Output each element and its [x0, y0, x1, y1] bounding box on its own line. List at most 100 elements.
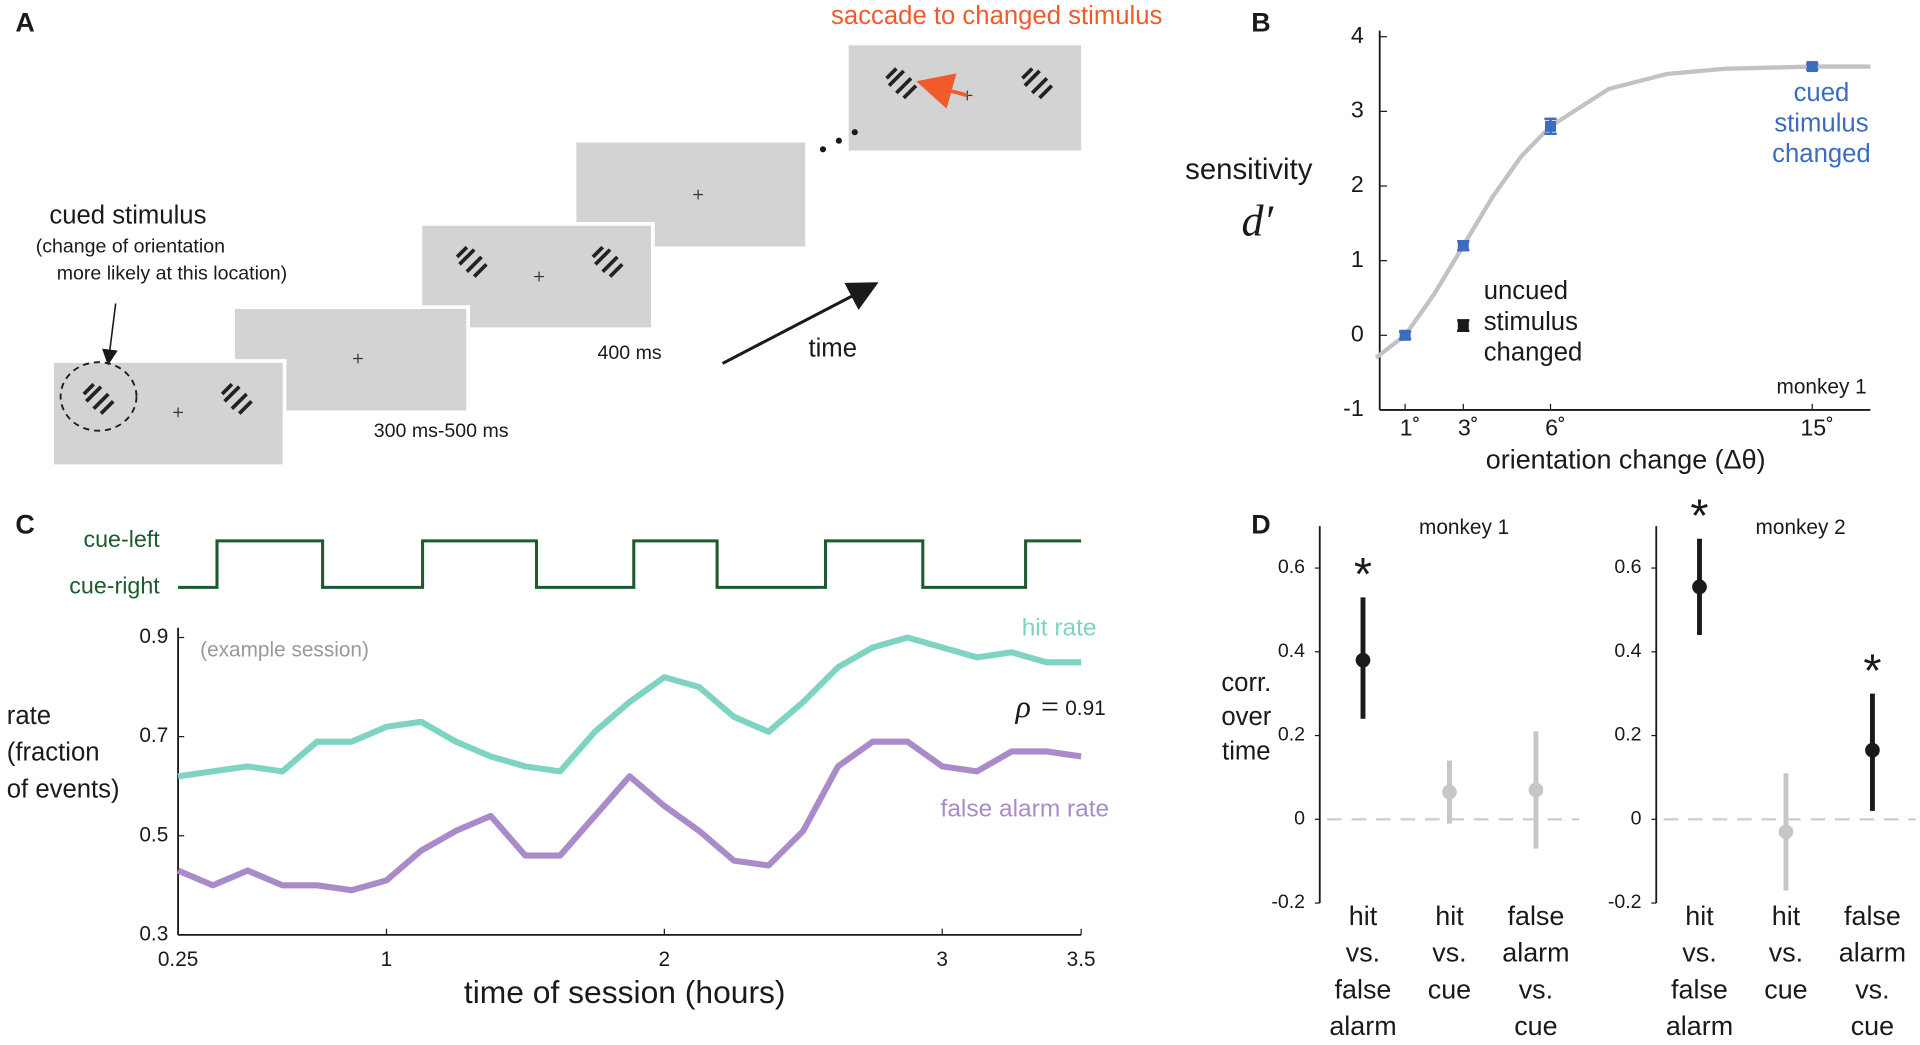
x-tick-label: alarm: [1502, 938, 1569, 968]
task-diagram: cued stimulus (change of orientation mor…: [36, 2, 1162, 469]
panel-label: C: [15, 509, 34, 539]
x-tick-label: 3˚: [1458, 415, 1479, 441]
x-tick-label: vs.: [1346, 938, 1380, 968]
legend-label: false alarm rate: [941, 796, 1110, 823]
time-label: time: [808, 335, 857, 363]
rate-line: [176, 738, 1082, 894]
x-tick-label: vs.: [1432, 938, 1466, 968]
x-tick-label: false: [1335, 974, 1392, 1004]
screen: [848, 45, 1082, 151]
point: [1692, 579, 1707, 595]
legend-label: stimulus: [1484, 308, 1578, 336]
y-tick-label: 4: [1351, 22, 1364, 48]
y-tick-label: 0.5: [139, 823, 168, 846]
legend-label: cued: [1794, 79, 1850, 107]
point: [1457, 320, 1469, 332]
x-tick-label: 2: [659, 948, 671, 971]
annotation: (example session): [200, 638, 369, 661]
subplot-title: monkey 2: [1756, 516, 1846, 539]
rate-line: [177, 634, 1082, 780]
y-axis-label: time: [1222, 737, 1271, 765]
x-tick-label: cue: [1514, 1011, 1557, 1041]
cue-arrow: [102, 303, 118, 366]
x-tick-label: hit: [1772, 901, 1801, 931]
y-tick-label: -0.2: [1271, 891, 1305, 913]
ellipsis-dot: [819, 146, 827, 153]
cue-trace: [178, 539, 1082, 589]
y-tick-label: 0.4: [1614, 640, 1641, 662]
x-tick-label: hit: [1435, 901, 1464, 931]
y-tick-label: 3: [1351, 96, 1364, 122]
y-tick-label: 2: [1351, 171, 1364, 197]
ellipsis-dot: [851, 129, 858, 136]
panel-label: B: [1251, 8, 1270, 38]
point: [1778, 824, 1794, 840]
x-tick-label: cue: [1764, 974, 1807, 1004]
y-tick-label: 1: [1351, 246, 1364, 272]
x-tick-label: cue: [1428, 974, 1471, 1004]
x-tick-label: 3.5: [1067, 948, 1096, 971]
time-arrow: [721, 282, 879, 365]
x-tick-label: false: [1508, 901, 1565, 931]
point: [1865, 742, 1880, 758]
cue-level-label: cue-left: [84, 526, 161, 552]
cue-note: more likely at this location): [57, 262, 288, 284]
screen: [50, 359, 287, 469]
cue-note: (change of orientation: [36, 235, 225, 257]
y-tick-label: 0.7: [139, 724, 168, 747]
y-tick-label: 0.2: [1614, 724, 1641, 746]
fit-curve: [1374, 64, 1871, 360]
y-tick-label: 0.4: [1278, 640, 1305, 662]
legend-label: hit rate: [1022, 614, 1097, 641]
x-tick-label: hit: [1685, 901, 1714, 931]
legend-label: uncued: [1484, 277, 1568, 305]
subplot-title: monkey 1: [1419, 516, 1509, 539]
y-tick-label: -1: [1343, 395, 1364, 421]
x-tick-label: alarm: [1666, 1011, 1733, 1041]
saccade-label: saccade to changed stimulus: [831, 2, 1162, 30]
x-axis-label: orientation change (Δθ): [1486, 444, 1766, 474]
point: [1442, 784, 1457, 800]
y-tick-label: 0: [1351, 320, 1364, 346]
rho-value: 0.91: [1065, 697, 1105, 720]
x-tick-label: alarm: [1329, 1011, 1396, 1041]
x-tick-label: hit: [1349, 901, 1378, 931]
y-axis-label: d′: [1242, 196, 1275, 245]
point: [1457, 240, 1469, 252]
significance-star: *: [1863, 644, 1881, 696]
legend-label: changed: [1484, 338, 1583, 366]
point: [1528, 782, 1544, 798]
y-tick-label: 0.6: [1614, 556, 1641, 578]
x-tick-label: 3: [936, 948, 948, 971]
x-tick-label: false: [1671, 974, 1728, 1004]
interval-label: 400 ms: [598, 342, 662, 364]
x-tick-label: 1: [381, 948, 393, 971]
x-axis-label: time of session (hours): [464, 974, 786, 1010]
x-tick-label: 15˚: [1800, 415, 1834, 441]
y-tick-label: 0.3: [139, 922, 168, 945]
legend-label: changed: [1772, 140, 1871, 168]
point: [1545, 120, 1557, 132]
y-tick-label: 0.9: [139, 625, 168, 648]
x-tick-label: vs.: [1519, 974, 1553, 1004]
cue-circle: [59, 361, 138, 432]
y-axis-label: (fraction: [7, 739, 100, 767]
x-tick-label: 0.25: [158, 948, 198, 971]
panel-label: A: [15, 8, 34, 38]
y-tick-label: 0: [1631, 807, 1642, 829]
interval-label: 300 ms-500 ms: [374, 420, 509, 442]
point: [1806, 61, 1818, 73]
legend-label: stimulus: [1774, 110, 1868, 138]
x-tick-label: cue: [1851, 1011, 1894, 1041]
x-tick-label: 1˚: [1400, 415, 1421, 441]
cue-level-label: cue-right: [69, 572, 160, 598]
y-axis-label: of events): [7, 775, 120, 803]
y-axis-label: sensitivity: [1185, 153, 1313, 186]
y-axis-label: corr.: [1221, 669, 1271, 697]
y-axis-label: rate: [7, 702, 51, 730]
x-tick-label: vs.: [1682, 938, 1716, 968]
x-tick-label: vs.: [1769, 938, 1803, 968]
x-tick-label: alarm: [1839, 938, 1906, 968]
